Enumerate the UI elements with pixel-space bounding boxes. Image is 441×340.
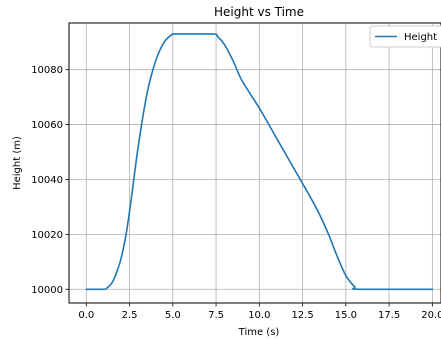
legend: Height (369, 25, 441, 48)
x-tick-label: 17.5 (378, 310, 400, 321)
x-tick-label: 0.0 (78, 310, 94, 321)
x-tick-label: 7.5 (208, 310, 224, 321)
legend-box (369, 25, 441, 48)
x-tick-label: 15.0 (335, 310, 357, 321)
y-axis-label: Height (m) (12, 136, 23, 190)
chart-title: Height vs Time (214, 5, 304, 19)
x-tick-label: 20.0 (421, 310, 441, 321)
x-tick-label: 5.0 (165, 310, 181, 321)
plot-area-frame (68, 22, 441, 304)
y-tick-label: 10040 (31, 175, 63, 186)
x-tick-label: 2.5 (122, 310, 138, 321)
axis-ticks: 0.0 2.5 5.0 7.5 10.0 12.5 15.0 17.5 20.0 10000 100… (31, 65, 441, 321)
y-tick-label: 10020 (31, 230, 63, 241)
y-tick-label: 10080 (31, 65, 63, 76)
y-tick-label: 10000 (31, 285, 63, 296)
y-tick-label: 10060 (31, 120, 63, 131)
legend-label-height: Height (404, 32, 437, 43)
x-tick-label: 12.5 (291, 310, 313, 321)
series-line-height (85, 33, 434, 291)
x-axis-label: Time (s) (238, 327, 280, 338)
x-tick-label: 10.0 (248, 310, 270, 321)
